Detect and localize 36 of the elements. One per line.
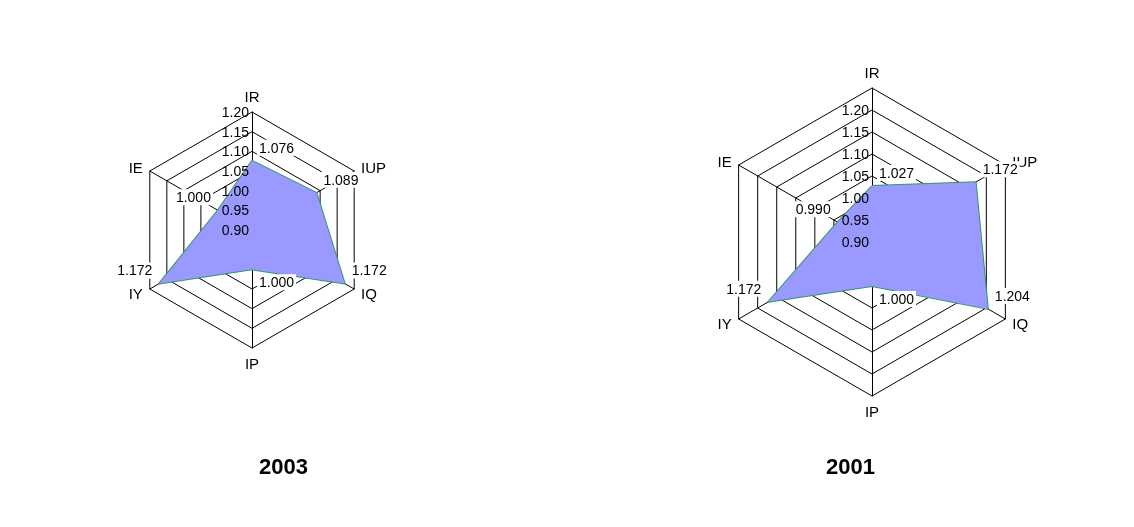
y-tick-label: 0.95: [221, 202, 250, 219]
data-label: 1.089: [323, 171, 359, 188]
y-tick-label: 1.10: [221, 143, 250, 160]
spoke-label: IR: [244, 88, 260, 105]
data-label: 1.076: [259, 139, 295, 156]
spoke-label: IE: [717, 152, 732, 170]
spoke-label: IY: [717, 314, 732, 332]
y-tick-label: 1.10: [841, 146, 870, 162]
y-tick-label: 0.95: [841, 212, 870, 228]
spoke-label: IP: [864, 403, 880, 420]
spoke-label: IP: [244, 355, 260, 372]
y-tick-label: 0.90: [841, 234, 870, 250]
y-tick-label: 1.20: [221, 104, 250, 120]
spoke-label: IQ: [361, 284, 377, 302]
text: 2003: [259, 453, 308, 479]
spoke-label: IR: [864, 64, 880, 81]
data-label: 1.172: [726, 280, 762, 297]
data-label: 1.000: [175, 189, 212, 206]
y-tick-label: 0.90: [221, 222, 250, 238]
data-label: 1.000: [259, 274, 295, 291]
y-tick-label: 1.00: [221, 182, 250, 199]
data-label: 1.204: [994, 287, 1031, 304]
y-tick-label: 1.15: [841, 124, 870, 140]
spoke-label: IY: [128, 284, 143, 302]
data-label: 1.000: [879, 291, 915, 307]
spoke-label: IE: [128, 158, 143, 176]
data-label: 0.990: [795, 201, 831, 218]
y-tick-label: 1.05: [841, 168, 870, 184]
y-tick-label: 1.20: [841, 102, 870, 118]
y-tick-label: 1.15: [221, 123, 250, 140]
data-label: 1.172: [351, 262, 387, 279]
data-label: 1.172: [117, 262, 153, 279]
spoke-label: IUP: [361, 158, 387, 176]
spoke-label: IQ: [1012, 314, 1029, 332]
data-label: 1.027: [879, 165, 915, 182]
text: 2001: [826, 453, 875, 479]
